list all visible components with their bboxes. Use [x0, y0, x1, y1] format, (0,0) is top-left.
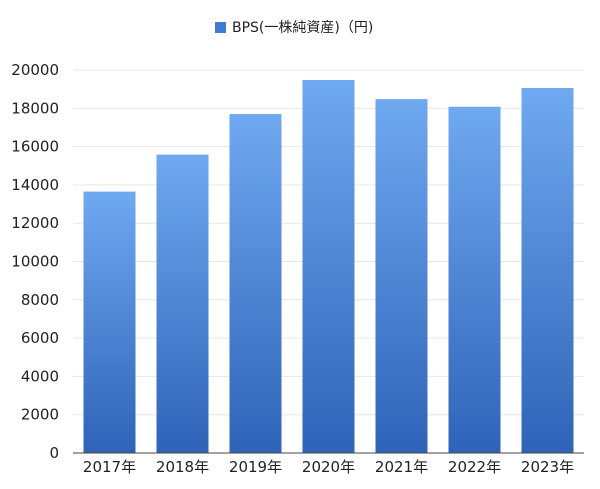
bar-2023年: [521, 88, 574, 453]
legend-label: BPS(一株純資産)（円): [232, 20, 373, 36]
y-tick-label: 2000: [21, 406, 59, 424]
y-tick-label: 8000: [21, 291, 59, 309]
x-axis-ticks: 2017年 2018年 2019年 2020年 2021年 2022年 2023年: [83, 458, 574, 476]
y-tick-label: 4000: [21, 367, 59, 385]
legend: BPS(一株純資産)（円): [215, 20, 373, 36]
y-axis-ticks: 0 2000 4000 6000 8000 10000 12000 14000 16000 180…: [11, 61, 59, 462]
x-tick-label: 2018年: [156, 458, 209, 476]
x-tick-label: 2021年: [375, 458, 428, 476]
x-tick-label: 2019年: [229, 458, 282, 476]
y-tick-label: 18000: [11, 99, 59, 117]
y-tick-label: 14000: [11, 176, 59, 194]
bar-2018年: [156, 154, 209, 453]
bar-2022年: [448, 106, 501, 453]
y-tick-label: 0: [49, 444, 59, 462]
y-tick-label: 12000: [11, 214, 59, 232]
bar-2020年: [302, 79, 355, 453]
x-tick-label: 2023年: [521, 458, 574, 476]
bar-2019年: [229, 114, 282, 454]
x-tick-label: 2020年: [302, 458, 355, 476]
bars: [83, 79, 574, 454]
bar-2017年: [83, 191, 136, 454]
y-tick-label: 16000: [11, 138, 59, 156]
x-tick-label: 2017年: [83, 458, 136, 476]
y-tick-label: 10000: [11, 253, 59, 271]
y-tick-label: 6000: [21, 329, 59, 347]
x-tick-label: 2022年: [448, 458, 501, 476]
y-tick-label: 20000: [11, 61, 59, 79]
bar-2021年: [375, 99, 428, 453]
legend-swatch: [215, 22, 226, 33]
